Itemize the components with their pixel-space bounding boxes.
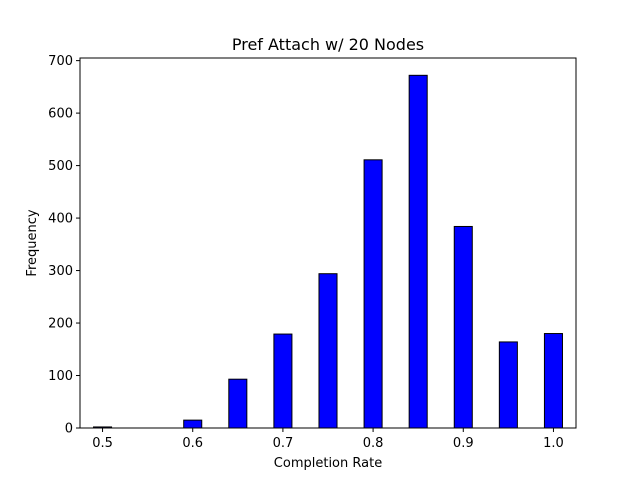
- y-tick-label-7: 700: [48, 54, 73, 69]
- y-axis-label: Frequency: [25, 209, 40, 276]
- bars-group: [93, 74, 563, 429]
- x-tick-label-3: 0.8: [363, 436, 384, 451]
- x-tick-label-5: 1.0: [543, 436, 564, 451]
- y-tick-label-3: 300: [48, 264, 73, 279]
- histogram-bar-2: [183, 419, 203, 429]
- histogram-bar-3: [228, 378, 248, 429]
- y-tick-label-6: 600: [48, 107, 73, 122]
- histogram-bar-6: [363, 159, 383, 429]
- histogram-bar-5: [318, 273, 338, 429]
- chart-title: Pref Attach w/ 20 Nodes: [232, 35, 424, 54]
- plot-frame: [79, 57, 577, 429]
- y-tick-label-2: 200: [48, 317, 73, 332]
- x-tick-label-4: 0.9: [453, 436, 474, 451]
- x-axis-label: Completion Rate: [274, 456, 382, 471]
- y-tick-label-0: 0: [65, 422, 73, 437]
- x-axis-ticks: 0.5 0.6 0.7 0.8 0.9 1.0: [92, 428, 564, 451]
- y-tick-label-1: 100: [48, 369, 73, 384]
- x-tick-label-2: 0.7: [273, 436, 294, 451]
- histogram-bar-9: [498, 341, 518, 429]
- y-axis-ticks: 0 100 200 300 400 500 600 700: [48, 54, 80, 437]
- x-tick-label-0: 0.5: [92, 436, 113, 451]
- histogram-bar-8: [453, 225, 473, 429]
- histogram-bar-10: [543, 333, 563, 429]
- x-tick-label-1: 0.6: [182, 436, 203, 451]
- y-tick-label-5: 500: [48, 159, 73, 174]
- y-tick-label-4: 400: [48, 212, 73, 227]
- histogram-bar-7: [408, 74, 428, 429]
- histogram-bar-4: [273, 333, 293, 429]
